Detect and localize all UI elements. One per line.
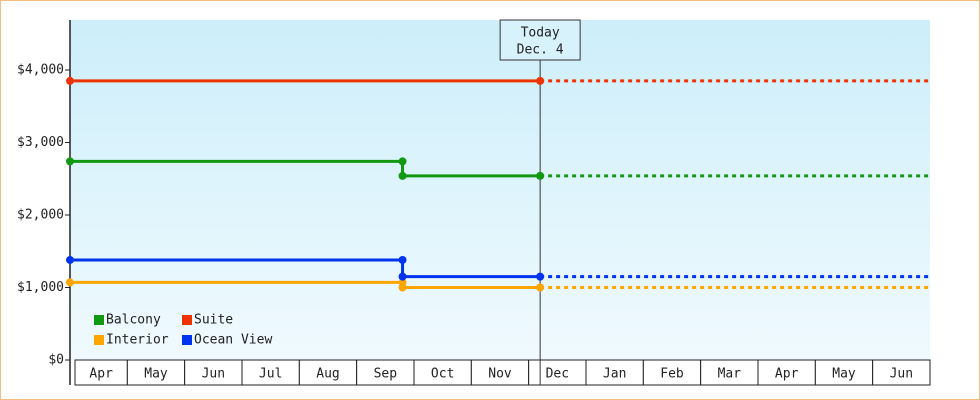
y-tick-label: $3,000 — [17, 135, 64, 150]
legend-label: Ocean View — [194, 333, 272, 348]
plot-area — [70, 20, 930, 360]
legend-swatch — [94, 335, 104, 345]
legend-swatch — [182, 315, 192, 325]
y-tick-label: $1,000 — [17, 280, 64, 295]
legend-swatch — [182, 335, 192, 345]
x-tick-label: Jun — [202, 367, 225, 382]
legend-label: Interior — [106, 333, 169, 348]
data-point — [536, 171, 545, 180]
y-tick-label: $4,000 — [17, 63, 64, 78]
legend-label: Suite — [194, 313, 233, 328]
data-point — [398, 157, 407, 166]
data-point — [398, 283, 407, 292]
x-tick-label: Oct — [431, 367, 454, 382]
data-point — [536, 283, 545, 292]
today-label: Today — [521, 26, 560, 41]
data-point — [66, 157, 74, 166]
category-box — [126, 359, 186, 386]
x-tick-label: Feb — [660, 367, 684, 382]
legend-swatch — [94, 315, 104, 325]
today-label: Dec. 4 — [517, 43, 564, 58]
category-box — [585, 359, 644, 386]
series-line — [70, 159, 541, 178]
x-tick-label: Jan — [603, 367, 626, 382]
x-tick-label: Apr — [89, 367, 113, 382]
x-tick-label: May — [144, 367, 168, 382]
data-point — [66, 76, 74, 85]
x-tick-label: Aug — [316, 367, 339, 382]
y-tick-label: $0 — [48, 353, 64, 368]
data-point — [536, 76, 545, 85]
data-point — [536, 272, 545, 281]
today-box — [499, 19, 581, 61]
category-box — [814, 359, 874, 386]
x-tick-label: Apr — [775, 367, 799, 382]
x-tick-label: Jun — [890, 367, 913, 382]
data-point — [398, 255, 407, 264]
x-tick-label: Dec — [546, 367, 569, 382]
x-tick-label: Mar — [718, 367, 742, 382]
data-point — [66, 278, 74, 287]
data-point — [66, 255, 74, 264]
data-point — [398, 171, 407, 180]
data-point — [398, 272, 407, 281]
category-box — [700, 359, 759, 386]
category-box — [470, 359, 530, 386]
y-tick-label: $2,000 — [17, 208, 64, 223]
x-tick-label: Sep — [374, 367, 398, 382]
x-tick-label: May — [832, 367, 856, 382]
x-tick-label: Nov — [488, 367, 512, 382]
category-box — [872, 359, 931, 386]
series-line — [70, 258, 541, 279]
legend-label: Balcony — [106, 313, 161, 328]
x-tick-label: Jul — [259, 367, 282, 382]
category-box — [241, 359, 300, 386]
category-box — [356, 359, 415, 386]
